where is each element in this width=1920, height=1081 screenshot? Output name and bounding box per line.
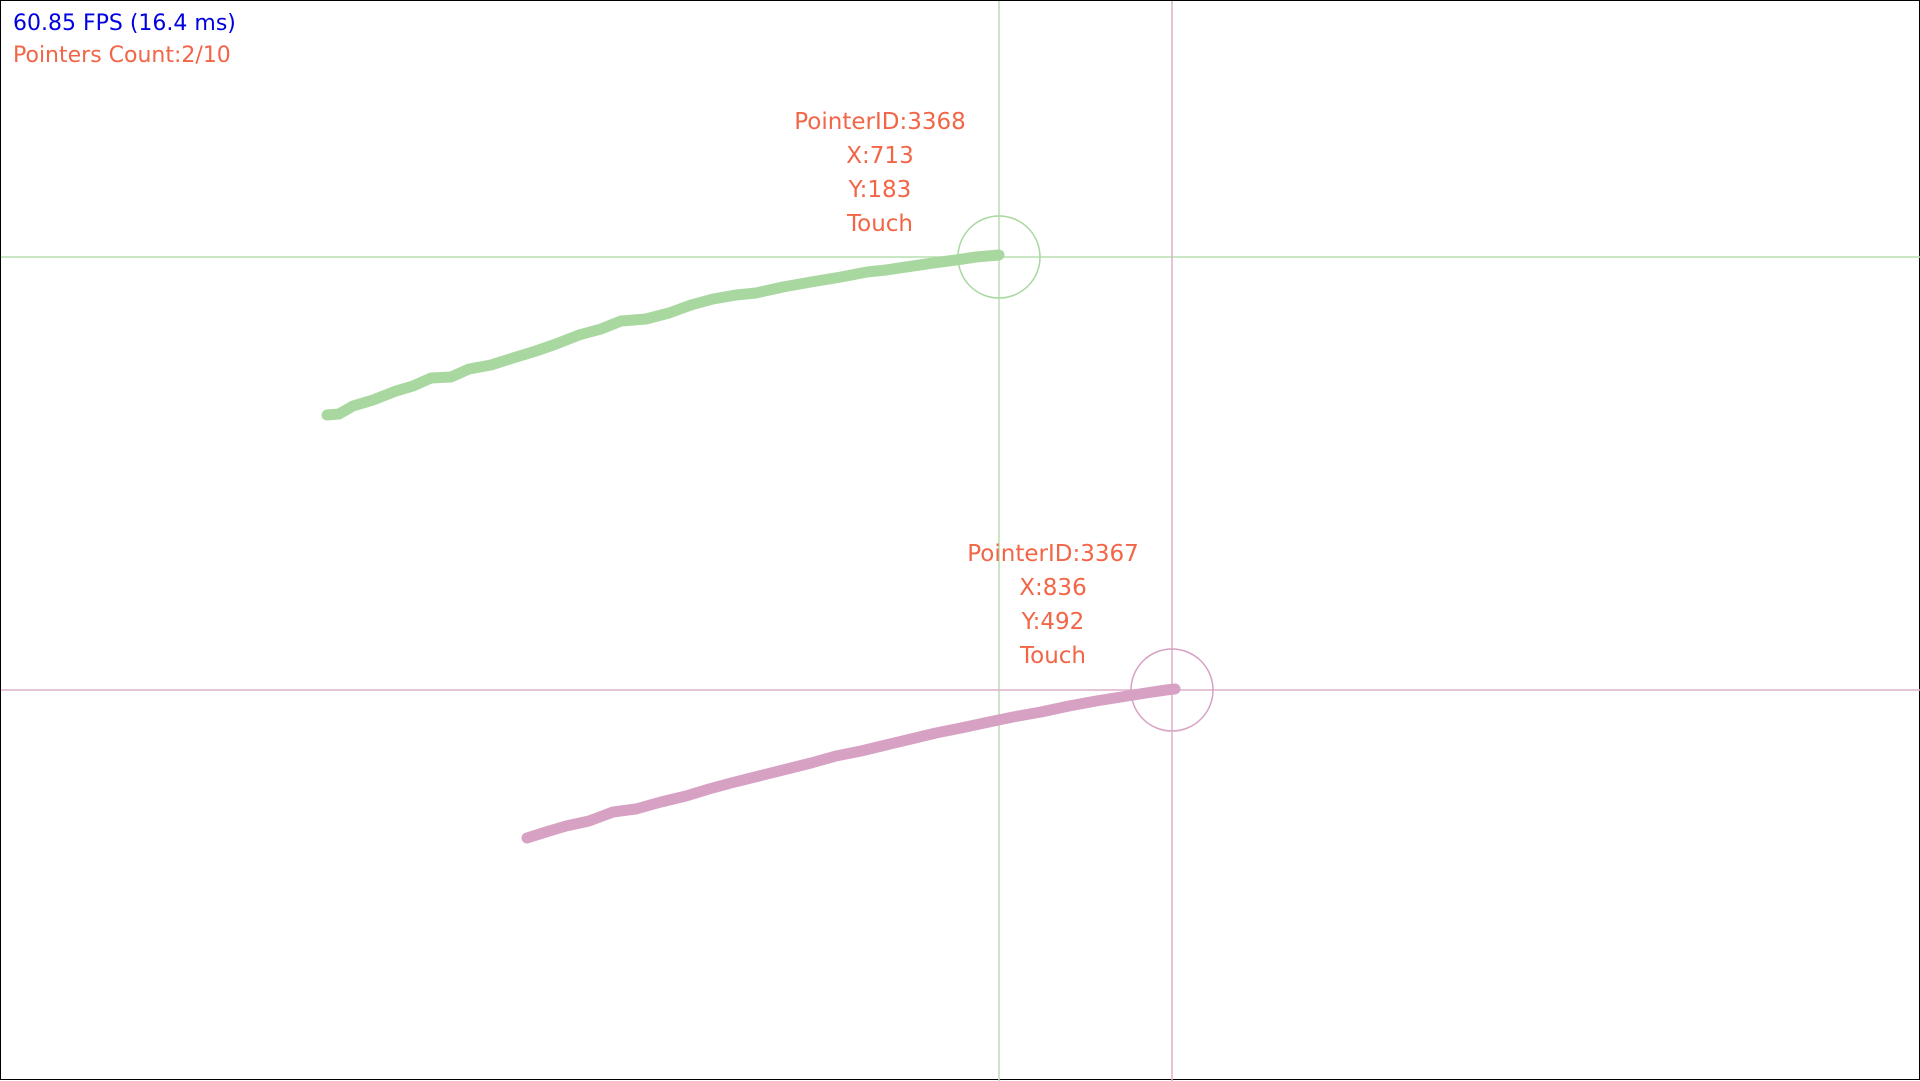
pointer-3367-trail (521, 683, 1181, 844)
pointer-y-text: Y:492 (1021, 609, 1085, 635)
pointer-y-text: Y:183 (848, 177, 912, 203)
fps-readout: 60.85 FPS (16.4 ms) (13, 11, 236, 36)
pointer-3368-trail (321, 249, 1005, 421)
pointer-3368-info-label: PointerID:3368 X:713 Y:183 Touch (760, 105, 1000, 241)
pointer-type-text: Touch (846, 211, 913, 237)
pointer-3367-contact-circle (1130, 648, 1214, 732)
pointer-id-text: PointerID:3368 (794, 109, 966, 135)
pointer-type-text: Touch (1019, 643, 1086, 669)
pointer-id-text: PointerID:3367 (967, 541, 1139, 567)
pointers-count-readout: Pointers Count:2/10 (13, 43, 231, 68)
pointer-3367-info-label: PointerID:3367 X:836 Y:492 Touch (933, 537, 1173, 673)
pointer-x-text: X:836 (1019, 575, 1087, 601)
pointer-3368-contact-circle (957, 215, 1041, 299)
pointer-x-text: X:713 (846, 143, 914, 169)
